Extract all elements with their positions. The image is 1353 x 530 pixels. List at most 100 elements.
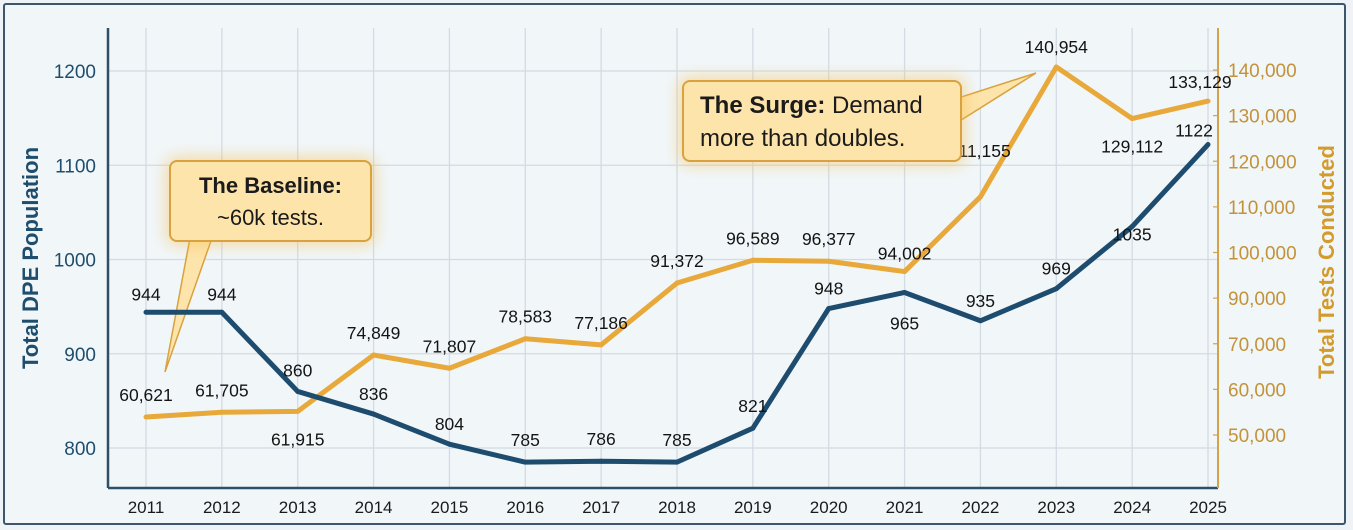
- tests-data-point: [598, 342, 604, 348]
- right-axis-ticks: 140,000 130,000 120,000 110,000 100,000 90,00…: [1213, 61, 1297, 447]
- right-axis-tick-label: 70,000: [1228, 335, 1286, 356]
- surge-callout-text-line1: Demand: [825, 92, 923, 119]
- tests-data-point: [674, 280, 680, 286]
- tests-data-label: 129,112: [1101, 137, 1163, 157]
- dpe-data-label: 948: [814, 279, 843, 299]
- dpe-data-point: [977, 318, 983, 324]
- tests-data-point: [977, 194, 983, 200]
- left-axis-ticks: 1200 1100 1000 900 800: [54, 62, 96, 460]
- surge-callout-title: The Surge:: [700, 92, 826, 119]
- baseline-callout: The Baseline: ~60k tests.: [169, 160, 372, 242]
- tests-data-point: [219, 409, 225, 415]
- tests-data-label: 74,849: [347, 323, 401, 343]
- tests-data-label: 60,621: [119, 385, 173, 405]
- baseline-callout-text: ~60k tests.: [216, 205, 324, 230]
- tests-data-label: 96,589: [726, 228, 780, 248]
- x-axis-tick-label: 2015: [431, 498, 469, 517]
- dpe-data-point: [295, 388, 301, 394]
- surge-callout-text-line2: more than doubles.: [700, 125, 906, 152]
- dpe-data-label: 785: [511, 430, 540, 450]
- x-axis-tick-label: 2014: [355, 498, 393, 517]
- dpe-data-label: 836: [359, 384, 388, 404]
- tests-data-label: 61,915: [271, 429, 325, 449]
- left-axis-tick-label: 900: [64, 345, 96, 366]
- x-axis-tick-label: 2021: [886, 498, 924, 517]
- tests-data-point: [295, 408, 301, 414]
- dpe-data-point: [902, 289, 908, 295]
- right-axis-tick-label: 60,000: [1228, 380, 1286, 401]
- left-axis-tick-label: 1000: [54, 251, 96, 272]
- x-axis-tick-label: 2022: [962, 498, 1000, 517]
- tests-data-point: [826, 258, 832, 264]
- left-axis-tick-label: 1100: [55, 156, 96, 177]
- x-axis-tick-label: 2018: [658, 498, 696, 517]
- tests-data-label: 78,583: [499, 307, 553, 327]
- dpe-data-label: 1035: [1113, 225, 1152, 245]
- surge-callout-pointer: [957, 72, 1037, 124]
- surge-callout: The Surge: Demand more than doubles.: [682, 80, 962, 162]
- dpe-data-label: 935: [966, 291, 995, 311]
- tests-data-point: [902, 269, 908, 275]
- dpe-data-label: 786: [587, 429, 616, 449]
- tests-data-label: 61,705: [195, 380, 249, 400]
- dpe-data-point: [371, 411, 377, 417]
- tests-data-label: 91,372: [650, 251, 704, 271]
- dpe-data-point: [674, 459, 680, 465]
- dpe-data-label: 1122: [1175, 121, 1213, 141]
- tests-data-point: [143, 414, 149, 420]
- left-axis-title: Total DPE Population: [18, 147, 43, 369]
- dpe-data-point: [1205, 142, 1211, 148]
- dpe-data-label: 969: [1042, 259, 1071, 279]
- dpe-data-point: [750, 425, 756, 431]
- left-axis-tick-label: 1200: [54, 62, 96, 83]
- x-axis-tick-label: 2020: [810, 498, 848, 517]
- dpe-data-point: [1129, 224, 1135, 230]
- tests-data-label: 96,377: [802, 229, 856, 249]
- left-axis-tick-label: 800: [64, 439, 96, 460]
- right-axis-tick-label: 120,000: [1228, 152, 1297, 173]
- dpe-data-label: 944: [131, 284, 160, 304]
- tests-data-point: [371, 352, 377, 358]
- x-axis-tick-label: 2013: [279, 498, 317, 517]
- x-axis-tick-label: 2024: [1113, 498, 1151, 517]
- x-axis-ticks: 2011 2012 2013 2014 2015 2016 2017 2018 2019 2020…: [128, 498, 1227, 517]
- dpe-data-point: [446, 441, 452, 447]
- dpe-data-point: [219, 309, 225, 315]
- x-axis-tick-label: 2017: [582, 498, 620, 517]
- dpe-data-point: [1053, 286, 1059, 292]
- x-axis-tick-label: 2025: [1189, 498, 1227, 517]
- tests-data-label: 111,155: [950, 141, 1011, 161]
- data-labels: 60,621 61,705 61,915 74,849 71,807 78,583 77,1…: [119, 37, 1231, 450]
- baseline-callout-title: The Baseline:: [198, 173, 343, 198]
- dpe-data-label: 965: [890, 313, 919, 333]
- tests-data-point: [1205, 98, 1211, 104]
- right-axis-tick-label: 90,000: [1228, 289, 1286, 310]
- x-axis-tick-label: 2011: [128, 498, 165, 517]
- right-axis-tick-label: 50,000: [1228, 426, 1286, 447]
- dpe-data-point: [143, 309, 149, 315]
- tests-data-label: 133,129: [1168, 72, 1231, 92]
- dpe-data-label: 821: [738, 396, 767, 416]
- dpe-data-label: 804: [435, 414, 464, 434]
- tests-data-point: [446, 365, 452, 371]
- tests-data-label: 71,807: [423, 336, 477, 356]
- dpe-data-label: 944: [207, 284, 236, 304]
- tests-data-label: 77,186: [574, 313, 628, 333]
- tests-data-point: [522, 336, 528, 342]
- right-axis-title: Total Tests Conducted: [1314, 145, 1339, 379]
- dpe-data-point: [522, 459, 528, 465]
- x-axis-tick-label: 2012: [203, 498, 241, 517]
- chart-frame: [3, 3, 1346, 525]
- dpe-data-point: [826, 306, 832, 312]
- dpe-data-label: 785: [662, 430, 691, 450]
- right-axis-tick-label: 140,000: [1228, 61, 1297, 82]
- tests-data-point: [1053, 64, 1059, 70]
- x-axis-tick-label: 2019: [734, 498, 772, 517]
- tests-data-point: [750, 257, 756, 263]
- right-axis-tick-label: 100,000: [1228, 244, 1297, 265]
- right-axis-tick-label: 130,000: [1228, 107, 1297, 128]
- x-axis-tick-label: 2016: [506, 498, 544, 517]
- baseline-callout-pointer: [164, 237, 214, 373]
- tests-data-label: 140,954: [1025, 37, 1089, 57]
